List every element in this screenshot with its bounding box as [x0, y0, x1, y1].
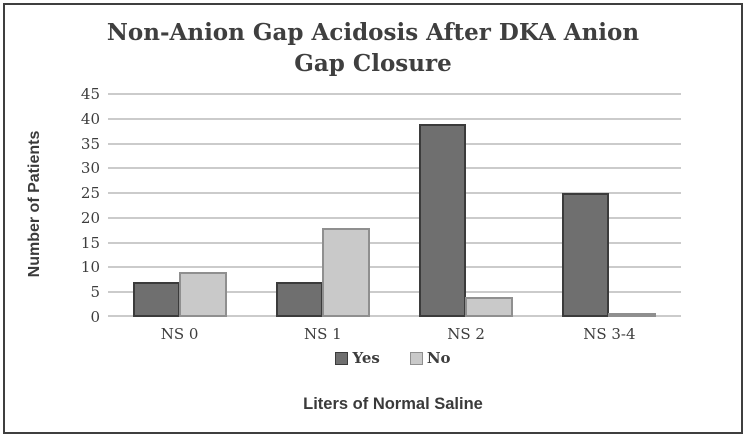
- bar-no-ns0: [178, 272, 227, 317]
- y-tick-label: 25: [80, 184, 100, 203]
- y-tick-label: 40: [80, 109, 100, 128]
- gridline: [108, 216, 681, 219]
- bar-no-ns1: [321, 227, 370, 317]
- bar-no-ns3-4: [608, 313, 657, 317]
- bar-no-ns2: [465, 297, 514, 317]
- gridline: [108, 291, 681, 294]
- bar-yes-ns1: [275, 282, 323, 317]
- y-tick-label: 35: [80, 134, 100, 153]
- gridline: [108, 266, 681, 269]
- legend-item-no: No: [409, 349, 451, 367]
- y-axis-title: Number of Patients: [26, 130, 43, 278]
- gridline: [108, 142, 681, 145]
- legend-swatch-yes: [335, 351, 349, 365]
- gridline: [108, 167, 681, 170]
- plot-area: 0 5 10 15 20 25 30 35 40 45 NS 0 NS 1 NS 2 NS 3-4: [81, 85, 681, 343]
- x-category-label: NS 1: [304, 325, 342, 343]
- gridline: [108, 241, 681, 244]
- y-tick-label: 15: [80, 233, 100, 252]
- y-tick-label: 10: [80, 258, 100, 277]
- legend-item-yes: Yes: [335, 349, 380, 367]
- x-axis-title: Liters of Normal Saline: [303, 395, 483, 413]
- y-tick-label: 0: [90, 308, 100, 326]
- chart-title: Non-Anion Gap Acidosis After DKA Anion G…: [106, 19, 640, 77]
- gridline: [108, 315, 681, 317]
- gridline: [108, 192, 681, 195]
- legend: Yes No: [105, 349, 681, 367]
- x-category-label: NS 3-4: [583, 325, 636, 343]
- x-category-label: NS 0: [160, 325, 199, 343]
- legend-label-yes: Yes: [352, 349, 380, 367]
- legend-label-no: No: [426, 349, 451, 367]
- legend-swatch-no: [409, 351, 423, 365]
- y-tick-label: 5: [90, 283, 100, 302]
- y-tick-label: 30: [80, 159, 100, 178]
- bar-yes-ns0: [132, 282, 180, 317]
- y-tick-label: 20: [80, 208, 100, 227]
- y-tick-label: 45: [80, 85, 100, 103]
- bar-yes-ns2: [419, 123, 467, 317]
- chart-frame: Non-Anion Gap Acidosis After DKA Anion G…: [3, 3, 743, 434]
- gridline: [108, 93, 681, 95]
- gridline: [108, 117, 681, 120]
- x-category-label: NS 2: [447, 325, 485, 343]
- bar-yes-ns3-4: [562, 193, 610, 317]
